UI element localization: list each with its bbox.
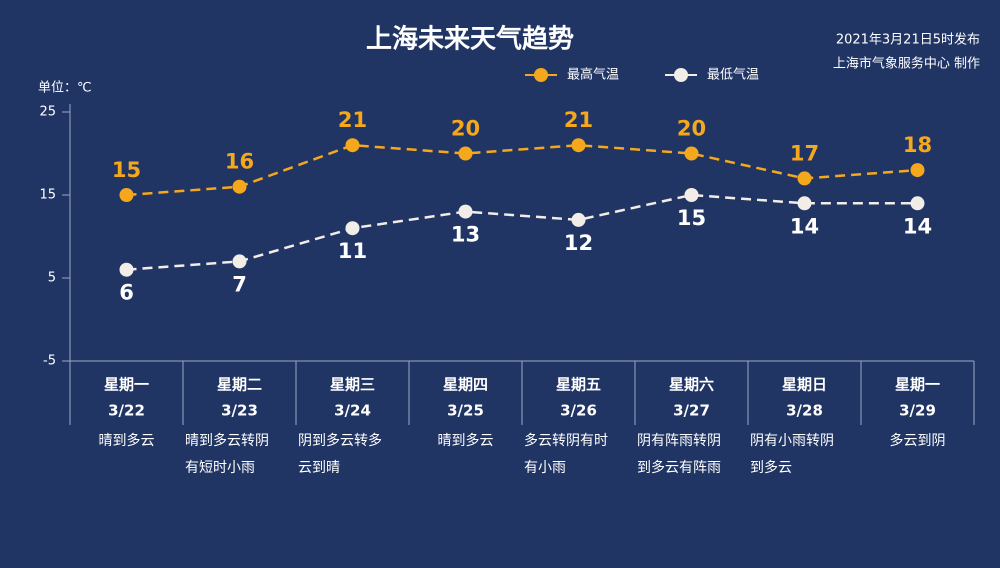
data-label: 12: [564, 231, 593, 255]
point: [684, 146, 699, 161]
y-tick-label: 5: [48, 271, 56, 286]
date-label: 3/23: [221, 402, 258, 420]
point: [571, 212, 586, 227]
weather-label: 云到晴: [298, 460, 340, 476]
data-label: 16: [225, 150, 254, 174]
x-tick-label: 星期一: [895, 376, 940, 394]
point: [458, 146, 473, 161]
data-label: 21: [564, 108, 593, 132]
weather-label: 晴到多云: [438, 432, 494, 449]
weather-label: 阴到多云转多: [298, 432, 382, 449]
point: [910, 196, 925, 211]
series-line: [126, 143, 918, 197]
data-label: 21: [338, 108, 367, 132]
date-label: 3/22: [108, 402, 145, 420]
date-label: 3/24: [334, 402, 371, 420]
data-label: 15: [677, 206, 706, 230]
x-tick-label: 星期五: [556, 376, 601, 394]
point: [797, 171, 812, 186]
date-label: 3/28: [786, 402, 823, 420]
legend-marker: [674, 68, 688, 82]
data-label: 14: [790, 214, 819, 238]
chart-title: 上海未来天气趋势: [366, 24, 574, 55]
data-label: 13: [451, 223, 480, 247]
data-label: 18: [903, 133, 932, 157]
point: [119, 188, 134, 202]
weather-label: 晴到多云转阴: [185, 432, 269, 449]
x-tick-label: 星期二: [217, 376, 262, 394]
x-tick-label: 星期三: [330, 376, 375, 394]
point: [119, 262, 134, 277]
point: [571, 138, 586, 153]
weather-label: 晴到多云: [99, 432, 155, 449]
series-line: [126, 193, 918, 271]
x-tick-label: 星期一: [104, 376, 149, 394]
point: [345, 138, 360, 153]
legend-marker: [534, 68, 548, 82]
point: [797, 196, 812, 211]
x-tick-label: 星期日: [782, 376, 827, 394]
legend-label: 最低气温: [707, 67, 759, 83]
publish-time: 2021年3月21日5时发布: [836, 32, 980, 48]
weather-label: 有短时小雨: [185, 460, 255, 476]
data-label: 6: [119, 281, 134, 305]
date-label: 3/26: [560, 402, 597, 420]
y-tick-label: -5: [43, 354, 56, 369]
data-label: 17: [790, 141, 819, 165]
point: [345, 221, 360, 236]
weather-label: 多云转阴有时: [524, 432, 608, 449]
weather-label: 有小雨: [524, 460, 566, 476]
point: [232, 179, 247, 194]
y-tick-label: 15: [39, 188, 56, 203]
data-label: 14: [903, 214, 932, 238]
producer: 上海市气象服务中心 制作: [833, 56, 980, 72]
date-label: 3/27: [673, 402, 710, 420]
point: [232, 254, 247, 269]
data-label: 15: [112, 158, 141, 182]
data-label: 7: [232, 272, 247, 296]
date-label: 3/29: [899, 402, 936, 420]
point: [684, 188, 699, 202]
legend-label: 最高气温: [567, 67, 619, 83]
date-label: 3/25: [447, 402, 484, 420]
weather-label: 到多云有阵雨: [637, 459, 721, 476]
x-tick-label: 星期六: [669, 376, 714, 394]
weather-label: 到多云: [750, 459, 792, 476]
x-tick-label: 星期四: [443, 376, 488, 394]
data-label: 20: [451, 117, 480, 141]
y-axis-label: 单位：℃: [38, 81, 92, 96]
data-label: 11: [338, 239, 367, 263]
point: [458, 204, 473, 219]
y-tick-label: 25: [39, 105, 56, 120]
weather-label: 阴有阵雨转阴: [637, 433, 721, 449]
weather-label: 阴有小雨转阴: [750, 433, 834, 449]
point: [910, 163, 925, 178]
weather-label: 多云到阴: [890, 432, 946, 449]
data-label: 20: [677, 117, 706, 141]
